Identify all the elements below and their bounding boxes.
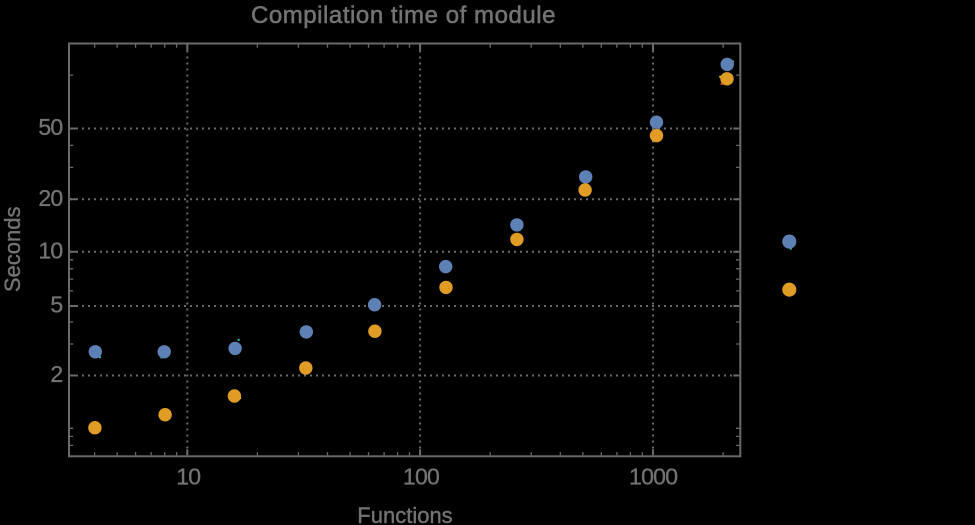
svg-text:1000: 1000 [629, 463, 677, 489]
svg-text:100: 100 [403, 463, 439, 489]
svg-text:Compilation time of module: Compilation time of module [251, 2, 556, 29]
svg-text:Seconds: Seconds [0, 206, 25, 292]
svg-text:Functions: Functions [357, 503, 452, 525]
svg-text:5: 5 [50, 292, 62, 318]
svg-text:2: 2 [50, 361, 62, 387]
svg-text:50: 50 [38, 114, 62, 140]
svg-text:10: 10 [176, 463, 200, 489]
svg-text:10: 10 [38, 237, 62, 263]
svg-text:20: 20 [38, 185, 62, 211]
